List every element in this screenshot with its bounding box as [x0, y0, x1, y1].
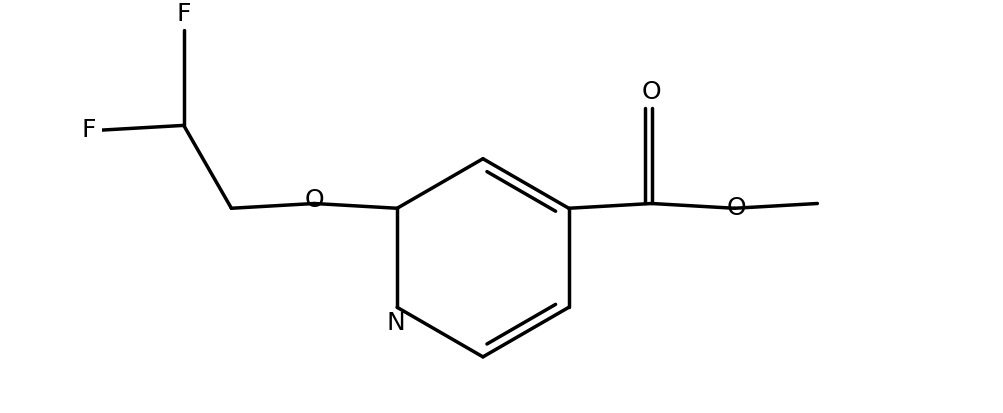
Text: O: O: [725, 196, 745, 220]
Text: O: O: [304, 188, 324, 212]
Text: O: O: [641, 81, 661, 104]
Text: F: F: [177, 2, 191, 26]
Text: F: F: [81, 118, 95, 142]
Text: N: N: [386, 311, 404, 335]
